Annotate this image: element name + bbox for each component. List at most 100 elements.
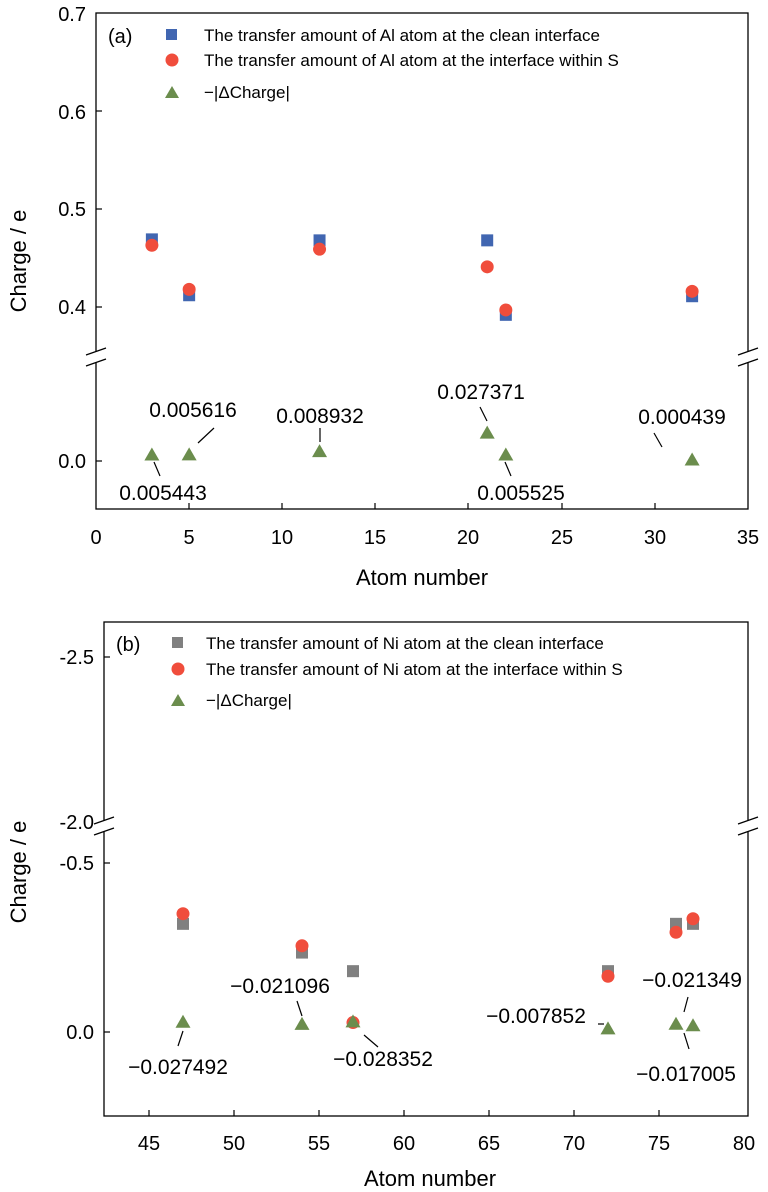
legend-label-s-al: The transfer amount of Al atom at the in…: [204, 51, 619, 70]
y-axis-label-a: Charge / e: [6, 210, 31, 313]
panel-label-a: (a): [108, 26, 132, 48]
data-point-a-circle-5: [685, 284, 699, 298]
data-point-b-triangle-3: [600, 1021, 616, 1035]
xtick-a-30: 30: [644, 527, 666, 549]
annotation-leader-b-1: [296, 1000, 303, 1017]
data-point-a-triangle-0: [144, 447, 160, 461]
plot-frame-b: [103, 621, 749, 1117]
axis-break-right-b: [737, 816, 759, 836]
xtick-a-20: 20: [457, 527, 479, 549]
annotation-b-1: −0.021096: [230, 975, 330, 998]
panel-b: (b) The transfer amount of Ni atom at th…: [6, 621, 759, 1191]
xtick-b-65: 65: [478, 1133, 500, 1155]
annotation-a-4: 0.005525: [477, 482, 565, 505]
y-axis-label-b: Charge / e: [6, 821, 31, 924]
legend-b: The transfer amount of Ni atom at the cl…: [171, 634, 623, 710]
axis-break-left-b: [93, 816, 115, 836]
data-marks-a: [144, 233, 700, 466]
data-point-b-triangle-5: [685, 1018, 701, 1032]
legend-label-dcharge-b: −|ΔCharge|: [206, 691, 292, 710]
legend-label-clean-al: The transfer amount of Al atom at the cl…: [204, 26, 600, 45]
x-axis-label-a: Atom number: [356, 565, 488, 590]
legend-marker-triangle-b: [171, 694, 185, 706]
xtick-b-75: 75: [648, 1133, 670, 1155]
data-point-b-circle-5: [686, 912, 700, 926]
annotation-a-2: 0.008932: [276, 405, 364, 428]
data-point-b-triangle-4: [668, 1016, 684, 1030]
annotation-leader-a-1: [197, 427, 215, 444]
panel-a: (a) The transfer amount of Al atom at th…: [6, 4, 759, 590]
data-point-b-triangle-0: [175, 1014, 191, 1028]
ytick-a-0.0: 0.0: [58, 451, 86, 473]
data-point-a-circle-2: [313, 242, 327, 256]
data-point-b-triangle-2: [345, 1014, 361, 1028]
legend-marker-square-a: [166, 29, 177, 40]
legend-marker-triangle-a: [165, 86, 179, 98]
xtick-a-0: 0: [90, 527, 101, 549]
data-point-b-square-2: [347, 965, 359, 978]
annotation-a-5: 0.000439: [638, 406, 726, 429]
xtick-a-35: 35: [737, 527, 759, 549]
xticks-a: [188, 503, 656, 509]
legend-a: The transfer amount of Al atom at the cl…: [165, 26, 619, 102]
ytick-a-0.4: 0.4: [58, 297, 86, 319]
ytick-a-0.6: 0.6: [58, 102, 86, 124]
plot-frame-a: [95, 12, 749, 510]
ytick-b-neg2.0: -2.0: [60, 812, 94, 834]
data-point-b-circle-1: [295, 939, 309, 953]
ytick-a-0.7: 0.7: [58, 4, 86, 26]
ytick-a-0.5: 0.5: [58, 199, 86, 221]
xtick-b-45: 45: [138, 1133, 160, 1155]
ytick-b-neg0.5: -0.5: [60, 853, 94, 875]
annotation-leader-b-2: [363, 1034, 379, 1048]
annotation-b-4: −0.021349: [642, 969, 742, 992]
data-point-a-circle-0: [145, 238, 159, 252]
data-point-a-triangle-1: [181, 447, 197, 461]
legend-marker-circle-a: [165, 53, 179, 67]
annotation-leader-a-5: [653, 432, 663, 448]
xticks-b: [148, 1110, 660, 1116]
data-point-a-triangle-3: [479, 425, 495, 439]
legend-label-s-ni: The transfer amount of Ni atom at the in…: [206, 660, 623, 679]
data-point-a-triangle-2: [312, 444, 328, 458]
panel-label-b: (b): [116, 634, 140, 656]
annotation-leader-a-0: [153, 461, 161, 477]
annotation-leader-a-3: [479, 406, 488, 422]
annotation-group-a: 0.005443 0.005616 0.008932 0.027371 0.00…: [119, 381, 726, 505]
ytick-b-neg2.5: -2.5: [60, 647, 94, 669]
annotation-b-3: −0.007852: [486, 1005, 586, 1028]
data-point-b-circle-0: [176, 907, 190, 921]
legend-label-dcharge-a: −|ΔCharge|: [204, 83, 290, 102]
xtick-b-50: 50: [223, 1133, 245, 1155]
xtick-a-10: 10: [271, 527, 293, 549]
xtick-b-55: 55: [308, 1133, 330, 1155]
legend-marker-square-b: [172, 637, 183, 648]
data-point-b-triangle-1: [294, 1016, 310, 1030]
ytick-b-0.0: 0.0: [66, 1022, 94, 1044]
data-point-b-square-0: [177, 917, 189, 930]
annotation-a-3: 0.027371: [437, 381, 525, 404]
axis-break-right-a: [737, 347, 759, 367]
xtick-a-25: 25: [551, 527, 573, 549]
data-point-a-circle-4: [499, 303, 513, 317]
data-point-a-circle-1: [182, 282, 196, 296]
data-point-a-circle-3: [480, 260, 494, 274]
x-axis-label-b: Atom number: [364, 1166, 496, 1191]
annotation-b-0: −0.027492: [128, 1056, 228, 1079]
annotation-a-0: 0.005443: [119, 482, 207, 505]
legend-label-clean-ni: The transfer amount of Ni atom at the cl…: [206, 634, 604, 653]
data-point-a-square-2: [313, 234, 326, 247]
data-point-b-circle-3: [601, 969, 615, 983]
data-point-a-triangle-4: [498, 447, 514, 461]
xtick-b-60: 60: [393, 1133, 415, 1155]
annotation-leader-b-5: [683, 1032, 690, 1050]
annotation-b-2: −0.028352: [333, 1048, 433, 1071]
xtick-b-80: 80: [733, 1133, 755, 1155]
data-marks-b: [175, 907, 701, 1035]
axis-break-left-a: [85, 347, 107, 367]
data-point-b-circle-4: [669, 925, 683, 939]
annotation-leader-b-0: [177, 1030, 184, 1047]
annotation-leader-b-4: [683, 996, 689, 1013]
annotation-leader-a-4: [504, 461, 512, 477]
